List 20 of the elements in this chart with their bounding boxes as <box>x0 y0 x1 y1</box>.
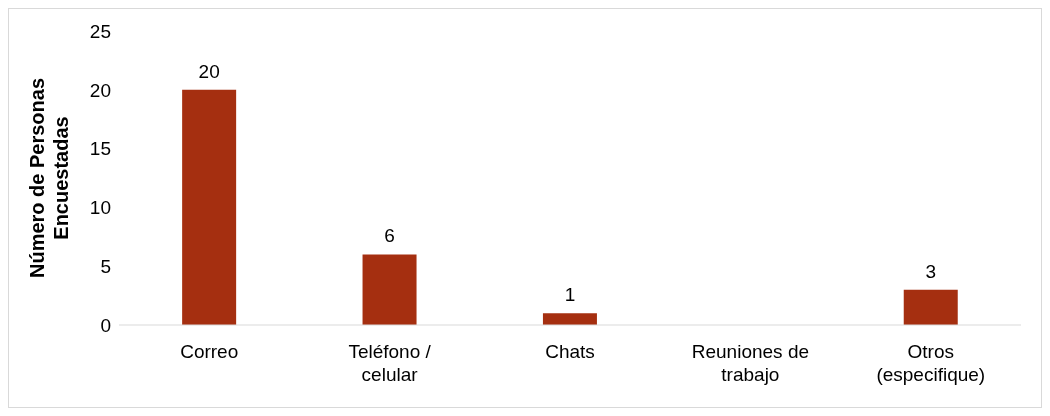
y-tick-label: 5 <box>100 255 111 277</box>
y-axis-title: Número de Personas Encuestadas <box>26 77 72 279</box>
x-tick-label: Correo <box>180 341 239 363</box>
x-tick-label: Teléfono / celular <box>348 341 432 385</box>
bar <box>903 289 958 325</box>
bar <box>542 313 597 325</box>
y-tick-label: 25 <box>89 20 111 42</box>
x-tick-label: Chats <box>545 341 595 363</box>
data-label: 20 <box>198 60 220 82</box>
bar <box>182 89 237 325</box>
x-tick-label: Reuniones de trabajo <box>691 341 810 385</box>
bar <box>362 254 417 325</box>
data-label: 6 <box>384 225 395 247</box>
data-label: 1 <box>564 284 576 306</box>
y-tick-label: 20 <box>89 79 111 101</box>
data-label: 3 <box>925 260 937 282</box>
y-tick-label: 10 <box>89 197 111 219</box>
x-tick-label: Otros (especifique) <box>876 341 986 385</box>
y-tick-label: 0 <box>100 314 111 336</box>
y-tick-label: 15 <box>89 138 111 160</box>
